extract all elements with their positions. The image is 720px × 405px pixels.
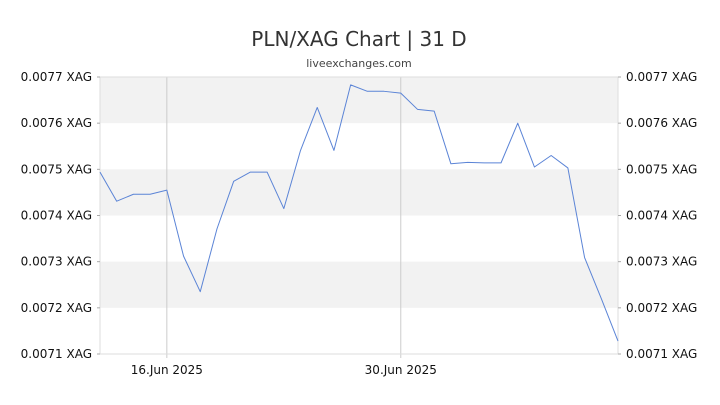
y-axis-left: 0.0077 XAG 0.0076 XAG 0.0075 XAG 0.0074 XAG… [21, 70, 100, 361]
x-axis: 16.Jun 2025 30.Jun 2025 [131, 363, 437, 377]
chart-title: PLN/XAG Chart | 31 D [251, 27, 466, 51]
grid-band [100, 77, 618, 124]
y-tick-label-left: 0.0074 XAG [21, 209, 92, 223]
data-point [316, 106, 318, 108]
y-axis-right: 0.0077 XAG 0.0076 XAG 0.0075 XAG 0.0074 XAG… [618, 70, 697, 361]
y-tick-label-right: 0.0074 XAG [626, 209, 697, 223]
data-point [99, 171, 101, 173]
data-point [533, 166, 535, 168]
data-point [116, 200, 118, 202]
data-point [199, 290, 201, 292]
data-point [232, 180, 234, 182]
x-tick-label: 30.Jun 2025 [365, 363, 437, 377]
data-point [550, 154, 552, 156]
y-tick-label-right: 0.0077 XAG [626, 70, 697, 84]
y-tick-label-left: 0.0071 XAG [21, 347, 92, 361]
data-point [383, 90, 385, 92]
background-bands [100, 77, 618, 308]
chart-subtitle: liveexchanges.com [306, 57, 411, 70]
data-point [266, 171, 268, 173]
vertical-gridlines [166, 77, 402, 358]
data-point [349, 84, 351, 86]
data-point [433, 110, 435, 112]
data-point [500, 162, 502, 164]
x-tick-label: 16.Jun 2025 [131, 363, 203, 377]
y-tick-label-right: 0.0072 XAG [626, 301, 697, 315]
series-line [99, 84, 619, 342]
grid-band [100, 169, 618, 216]
y-tick-label-left: 0.0077 XAG [21, 70, 92, 84]
y-tick-label-right: 0.0073 XAG [626, 255, 697, 269]
y-tick-label-right: 0.0075 XAG [626, 162, 697, 176]
data-point [466, 161, 468, 163]
y-tick-label-left: 0.0075 XAG [21, 162, 92, 176]
y-tick-label-right: 0.0076 XAG [626, 116, 697, 130]
data-point [216, 228, 218, 230]
data-point [166, 189, 168, 191]
data-point [517, 122, 519, 124]
y-tick-label-right: 0.0071 XAG [626, 347, 697, 361]
data-point [583, 256, 585, 258]
y-tick-label-left: 0.0076 XAG [21, 116, 92, 130]
data-point [366, 90, 368, 92]
y-tick-label-left: 0.0073 XAG [21, 255, 92, 269]
data-point [483, 162, 485, 164]
data-point [400, 92, 402, 94]
data-point [182, 255, 184, 257]
y-tick-label-left: 0.0072 XAG [21, 301, 92, 315]
data-point [450, 163, 452, 165]
data-point [567, 167, 569, 169]
data-point [416, 108, 418, 110]
data-point [617, 340, 619, 342]
data-point [149, 193, 151, 195]
data-point [249, 171, 251, 173]
data-point [283, 207, 285, 209]
grid-band [100, 261, 618, 308]
data-point [299, 149, 301, 151]
data-point [333, 149, 335, 151]
data-point [600, 297, 602, 299]
data-point [132, 193, 134, 195]
